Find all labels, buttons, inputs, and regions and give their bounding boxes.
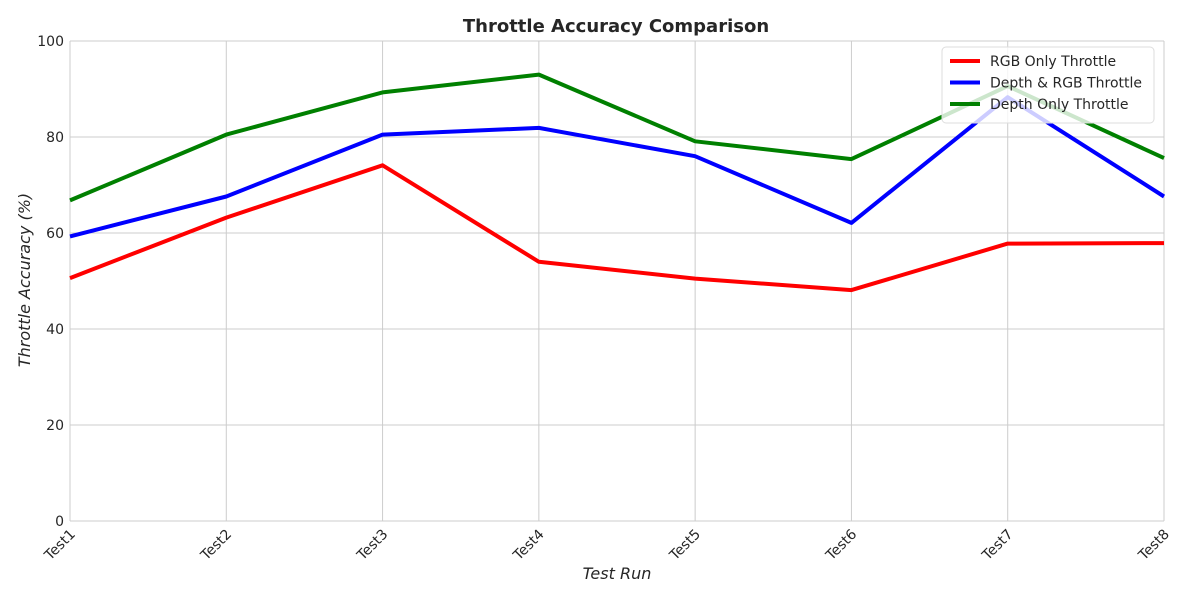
y-tick-label: 20 [46,418,64,434]
y-tick-label: 100 [37,34,64,50]
x-tick-label: Test3 [354,527,392,565]
x-axis-label: Test Run [583,564,652,583]
x-tick-label: Test5 [666,527,704,565]
legend-label: Depth Only Throttle [990,97,1129,113]
legend-label: RGB Only Throttle [990,54,1116,70]
grid-layer [69,40,1165,522]
x-tick-label: Test7 [979,527,1017,565]
y-axis-ticks: 0 20 40 60 80 100 [37,34,64,530]
chart-title: Throttle Accuracy Comparison [463,16,769,37]
x-tick-label: Test8 [1135,527,1173,565]
x-tick-label: Test4 [510,526,548,564]
y-tick-label: 60 [46,226,64,242]
y-axis-label: Throttle Accuracy (%) [15,193,34,367]
legend-label: Depth & RGB Throttle [990,76,1142,92]
x-tick-label: Test6 [822,526,860,564]
x-tick-label: Test1 [41,527,79,565]
y-tick-label: 80 [46,130,64,146]
legend: RGB Only Throttle Depth & RGB Throttle Dep… [941,46,1155,124]
series-line-1 [69,163,1165,293]
legend-frame [941,46,1155,124]
x-tick-label: Test2 [197,527,235,565]
x-axis-ticks: Test1 Test2 Test3 Test4 Test5 Test6 Test7 Test8 [41,526,1173,564]
y-tick-label: 0 [55,514,64,530]
y-tick-label: 40 [46,322,64,338]
